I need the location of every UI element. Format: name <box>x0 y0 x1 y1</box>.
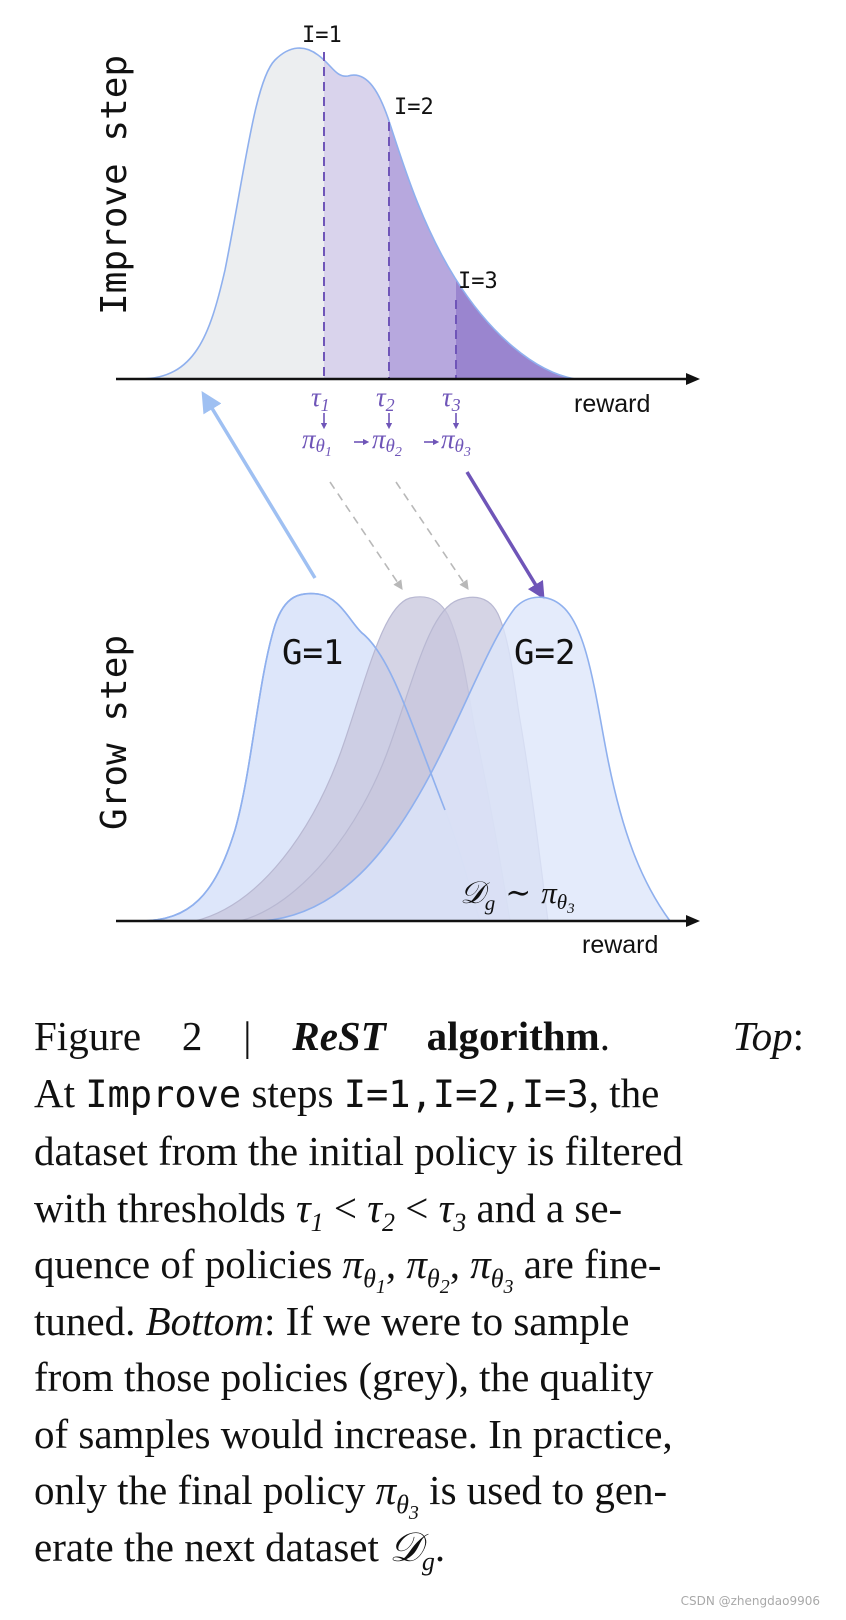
caption-pi-1: πθ1 <box>342 1241 386 1299</box>
caption-tau-3: τ3 <box>438 1184 467 1237</box>
grow-distribution-1-outline <box>139 592 446 922</box>
figure-caption: Figure 2 | ReST algorithm. Top: At Impro… <box>34 1008 804 1575</box>
caption-bottom-label: Bottom <box>145 1297 265 1344</box>
rest-algorithm-diagram: Improve step I=1 I=2 I=3 reward τ1 τ2 τ3 <box>94 23 700 959</box>
caption-line-10: erate the next dataset 𝒟g. <box>34 1519 804 1576</box>
caption-text: quence of policies <box>34 1241 343 1287</box>
caption-steps-code: I=1,I=2,I=3 <box>343 1072 589 1116</box>
grow-xlabel: reward <box>582 931 658 959</box>
caption-text: with thresholds <box>34 1184 296 1231</box>
iteration-label-3: I=3 <box>458 269 498 294</box>
filtered-region-2 <box>389 48 575 379</box>
caption-period: . <box>599 1013 610 1059</box>
caption-text: : If we were to sample <box>264 1297 630 1344</box>
grow-to-improve-arrow <box>201 391 317 579</box>
caption-colon: : <box>792 1013 804 1059</box>
caption-text: only the final policy <box>34 1467 376 1513</box>
tau-label-2: τ2 <box>376 382 395 415</box>
grow-x-axis-arrowhead <box>686 915 700 927</box>
caption-line-3: dataset from the initial policy is filte… <box>34 1128 683 1174</box>
caption-dataset: 𝒟g <box>389 1523 435 1576</box>
caption-line-2: At Improve steps I=1,I=2,I=3, the <box>34 1065 804 1124</box>
grow-distribution-2 <box>261 596 672 922</box>
caption-text: are fine- <box>513 1241 662 1287</box>
caption-tau-2: τ2 <box>367 1184 395 1237</box>
policy3-to-grow-arrow <box>465 471 545 600</box>
caption-line-7: from those policies (grey), the quality <box>34 1354 654 1400</box>
policy1-sample-arrow <box>329 481 403 590</box>
improve-x-axis-arrowhead <box>686 373 700 385</box>
grow-panel: Grow step G=1 G=2 𝒟g ∼ πθ3 reward <box>94 592 700 959</box>
caption-text: , the <box>588 1069 660 1116</box>
iteration-label-2: I=2 <box>394 95 434 120</box>
tau-label-3: τ3 <box>442 382 461 415</box>
caption-text: erate the next dataset <box>34 1523 390 1570</box>
caption-comma: , <box>449 1241 471 1287</box>
caption-text: and a se- <box>466 1184 623 1231</box>
caption-line-4: with thresholds τ1 < τ2 < τ3 and a se- <box>34 1180 804 1237</box>
caption-tau-1: τ1 <box>295 1184 324 1237</box>
filtered-region-3 <box>456 48 575 379</box>
watermark: CSDN @zhengdao9906 <box>680 1594 820 1608</box>
caption-line-8: of samples would increase. In practice, <box>34 1410 673 1457</box>
grow-label-2: G=2 <box>514 633 575 673</box>
initial-distribution-outline <box>139 47 576 380</box>
caption-comma: , <box>385 1241 407 1287</box>
caption-text: is used to gen- <box>418 1467 668 1513</box>
grow-ylabel: Grow step <box>94 635 135 830</box>
tau-labels: τ1 τ2 τ3 <box>311 382 461 415</box>
caption-text: tuned. <box>34 1297 146 1344</box>
improve-panel: Improve step I=1 I=2 I=3 reward τ1 τ2 τ3 <box>94 23 700 460</box>
policy-label-1: πθ1 <box>302 424 332 460</box>
caption-top-label: Top <box>732 1013 793 1059</box>
tau-label-1: τ1 <box>311 382 330 415</box>
caption-fig-label: Figure 2 | <box>34 1013 293 1059</box>
caption-line-9: only the final policy πθ3 is used to gen… <box>34 1462 804 1525</box>
improve-ylabel: Improve step <box>94 55 135 315</box>
caption-title-italic: ReST <box>292 1013 386 1059</box>
caption-text: At <box>34 1069 86 1116</box>
policy-labels: πθ1 πθ2 πθ3 <box>302 424 471 460</box>
iteration-label-1: I=1 <box>302 23 342 48</box>
caption-improve-code: Improve <box>85 1072 242 1116</box>
grow-label-1: G=1 <box>282 633 343 673</box>
caption-line-1: Figure 2 | ReST algorithm. Top: <box>34 1008 804 1065</box>
improve-xlabel: reward <box>574 390 650 418</box>
caption-line-5: quence of policies πθ1, πθ2, πθ3 are fin… <box>34 1236 804 1299</box>
caption-text: . <box>434 1523 446 1570</box>
caption-pi-3: πθ3 <box>470 1241 514 1299</box>
caption-line-6: tuned. Bottom: If we were to sample <box>34 1293 804 1350</box>
caption-lt: < <box>394 1184 439 1231</box>
caption-pi-2: πθ2 <box>406 1241 450 1299</box>
policy-label-2: πθ2 <box>372 424 402 460</box>
caption-text: steps <box>241 1069 344 1116</box>
caption-title-bold: algorithm <box>385 1013 600 1059</box>
caption-lt: < <box>323 1184 368 1231</box>
policy2-sample-arrow <box>395 481 469 590</box>
policy-label-3: πθ3 <box>441 424 471 460</box>
caption-pi-final: πθ3 <box>375 1467 419 1525</box>
